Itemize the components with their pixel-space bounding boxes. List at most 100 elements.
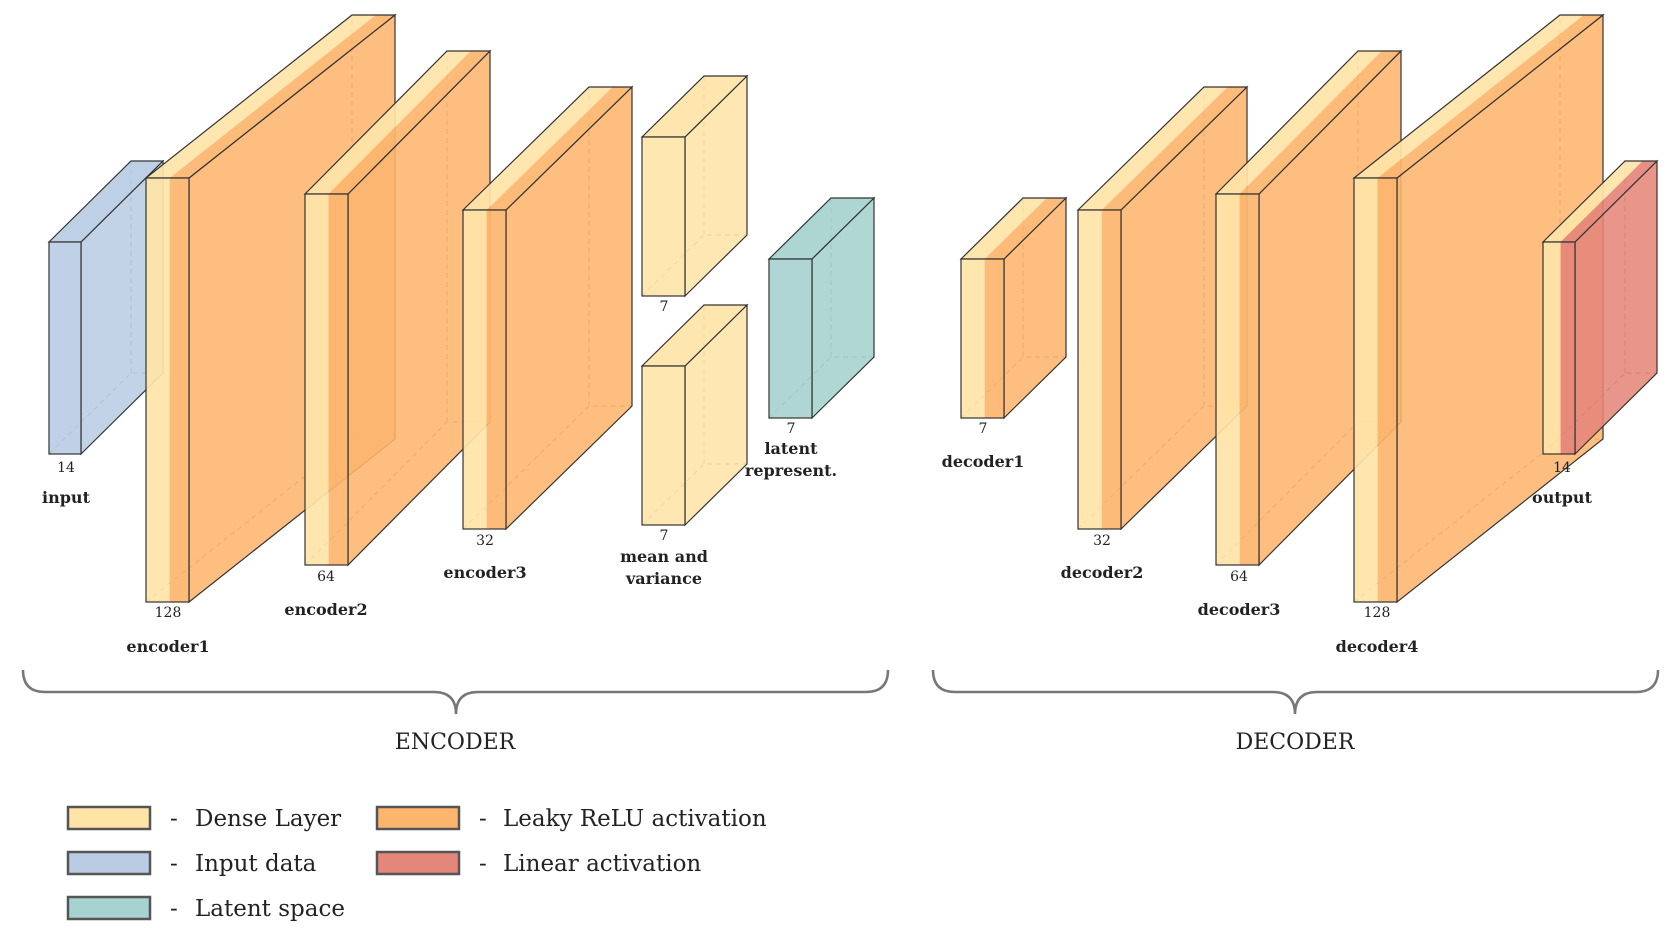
input-name-label: input [42, 488, 91, 507]
legend-label-latent: Latent space [195, 896, 345, 922]
encoder3-top-face [463, 87, 613, 210]
encoder-section-label: ENCODER [395, 730, 517, 755]
legend-swatch-latent [66, 895, 152, 921]
latent-front-outline [768, 258, 813, 419]
latent-front-face [769, 259, 812, 418]
legend-swatch-dense [66, 805, 152, 831]
encoder2-front-outline [304, 193, 349, 566]
input-front-face [49, 242, 81, 454]
encoder1-front-face-activation [169, 178, 189, 602]
encoder1-front-face [146, 178, 170, 602]
layer-blocks [47, 13, 1659, 604]
encoder1-top-face-activation [169, 15, 395, 178]
decoder-brace [931, 669, 1660, 715]
decoder2-top-face-activation [1101, 87, 1247, 210]
mean-front-outline [641, 136, 686, 297]
decoder3-front-face [1216, 194, 1240, 565]
decoder1-top-face-activation [984, 198, 1066, 259]
mean-and-variance-label-line1: mean and [620, 547, 708, 566]
mean-and-variance-label-line2: variance [625, 569, 702, 588]
legend-label-leaky-relu: Leaky ReLU activation [503, 806, 767, 832]
encoder-brace [21, 669, 890, 715]
layer-name-labels: input encoder1 encoder2 encoder3 mean an… [42, 439, 1593, 656]
mean-top-face [642, 76, 747, 137]
decoder4-top-face-activation [1377, 15, 1603, 178]
decoder4-name-label: decoder4 [1336, 637, 1419, 656]
legend-dash: - [479, 806, 487, 832]
legend: - Dense Layer - Input data - Latent spac… [66, 805, 767, 922]
input-front-outline [48, 241, 82, 455]
size-labels: 14 128 64 32 7 7 7 7 32 64 128 14 [57, 299, 1571, 621]
decoder4-front-outline [1353, 177, 1398, 603]
output-top-face-activation [1560, 161, 1657, 242]
decoder4-front-face [1354, 178, 1378, 602]
input-block [47, 159, 165, 456]
decoder3-front-outline [1215, 193, 1260, 566]
encoder3-front-face-activation [486, 210, 506, 529]
latent-size-label: 7 [787, 421, 796, 437]
decoder1-top-face [961, 198, 1047, 259]
variance-front-face [642, 366, 685, 525]
legend-swatch-input [66, 850, 152, 876]
variance-block [640, 303, 749, 527]
decoder3-front-face-activation [1239, 194, 1259, 565]
variance-front-outline [641, 365, 686, 526]
latent-top-face [769, 198, 874, 259]
encoder1-name-label: encoder1 [126, 637, 209, 656]
decoder4-front-face-activation [1377, 178, 1397, 602]
encoder2-front-face [305, 194, 329, 565]
legend-dash: - [170, 896, 178, 922]
encoder2-name-label: encoder2 [284, 600, 367, 619]
legend-swatch-leaky-relu [375, 805, 461, 831]
encoder3-name-label: encoder3 [443, 563, 526, 582]
encoder1-front-outline [145, 177, 190, 603]
decoder1-size-label: 7 [979, 421, 988, 437]
decoder1-front-face [961, 259, 985, 418]
mean-block [640, 74, 749, 298]
encoder3-block [461, 85, 634, 531]
decoder2-name-label: decoder2 [1061, 563, 1144, 582]
legend-dash: - [479, 851, 487, 877]
legend-label-input: Input data [195, 851, 317, 877]
decoder2-size-label: 32 [1093, 533, 1111, 549]
input-size-label: 14 [57, 460, 75, 476]
decoder2-front-outline [1077, 209, 1122, 530]
encoder2-top-face-activation [328, 51, 490, 194]
decoder1-front-outline [960, 258, 1005, 419]
mean-size-label: 7 [660, 299, 669, 315]
decoder1-front-face-activation [984, 259, 1004, 418]
output-front-face-activation [1560, 242, 1575, 454]
encoder1-top-face [146, 15, 376, 178]
decoder-section-label: DECODER [1236, 730, 1356, 755]
variance-size-label: 7 [660, 528, 669, 544]
legend-dash: - [170, 851, 178, 877]
decoder3-top-face [1216, 51, 1382, 194]
encoder2-top-face [305, 51, 471, 194]
legend-label-dense: Dense Layer [195, 806, 341, 832]
decoder3-size-label: 64 [1230, 569, 1248, 585]
decoder4-block [1352, 13, 1605, 604]
encoder3-top-face-activation [486, 87, 632, 210]
input-top-face [49, 161, 163, 242]
decoder2-top-face [1078, 87, 1228, 210]
legend-dash: - [170, 806, 178, 832]
legend-swatch-linear [375, 850, 461, 876]
output-front-outline [1542, 241, 1576, 455]
encoder2-size-label: 64 [317, 569, 335, 585]
encoder2-block [303, 49, 492, 567]
decoder3-name-label: decoder3 [1198, 600, 1281, 619]
output-front-face [1543, 242, 1561, 454]
variance-top-face [642, 305, 747, 366]
decoder1-block [959, 196, 1068, 420]
decoder2-front-face-activation [1101, 210, 1121, 529]
encoder3-front-face [463, 210, 487, 529]
encoder2-front-face-activation [328, 194, 348, 565]
encoder1-size-label: 128 [155, 605, 182, 621]
legend-label-linear: Linear activation [503, 851, 701, 877]
decoder4-size-label: 128 [1364, 605, 1391, 621]
latent-label-line2: represent. [745, 461, 837, 480]
output-top-face [1543, 161, 1643, 242]
encoder3-front-outline [462, 209, 507, 530]
output-name-label: output [1532, 488, 1593, 507]
